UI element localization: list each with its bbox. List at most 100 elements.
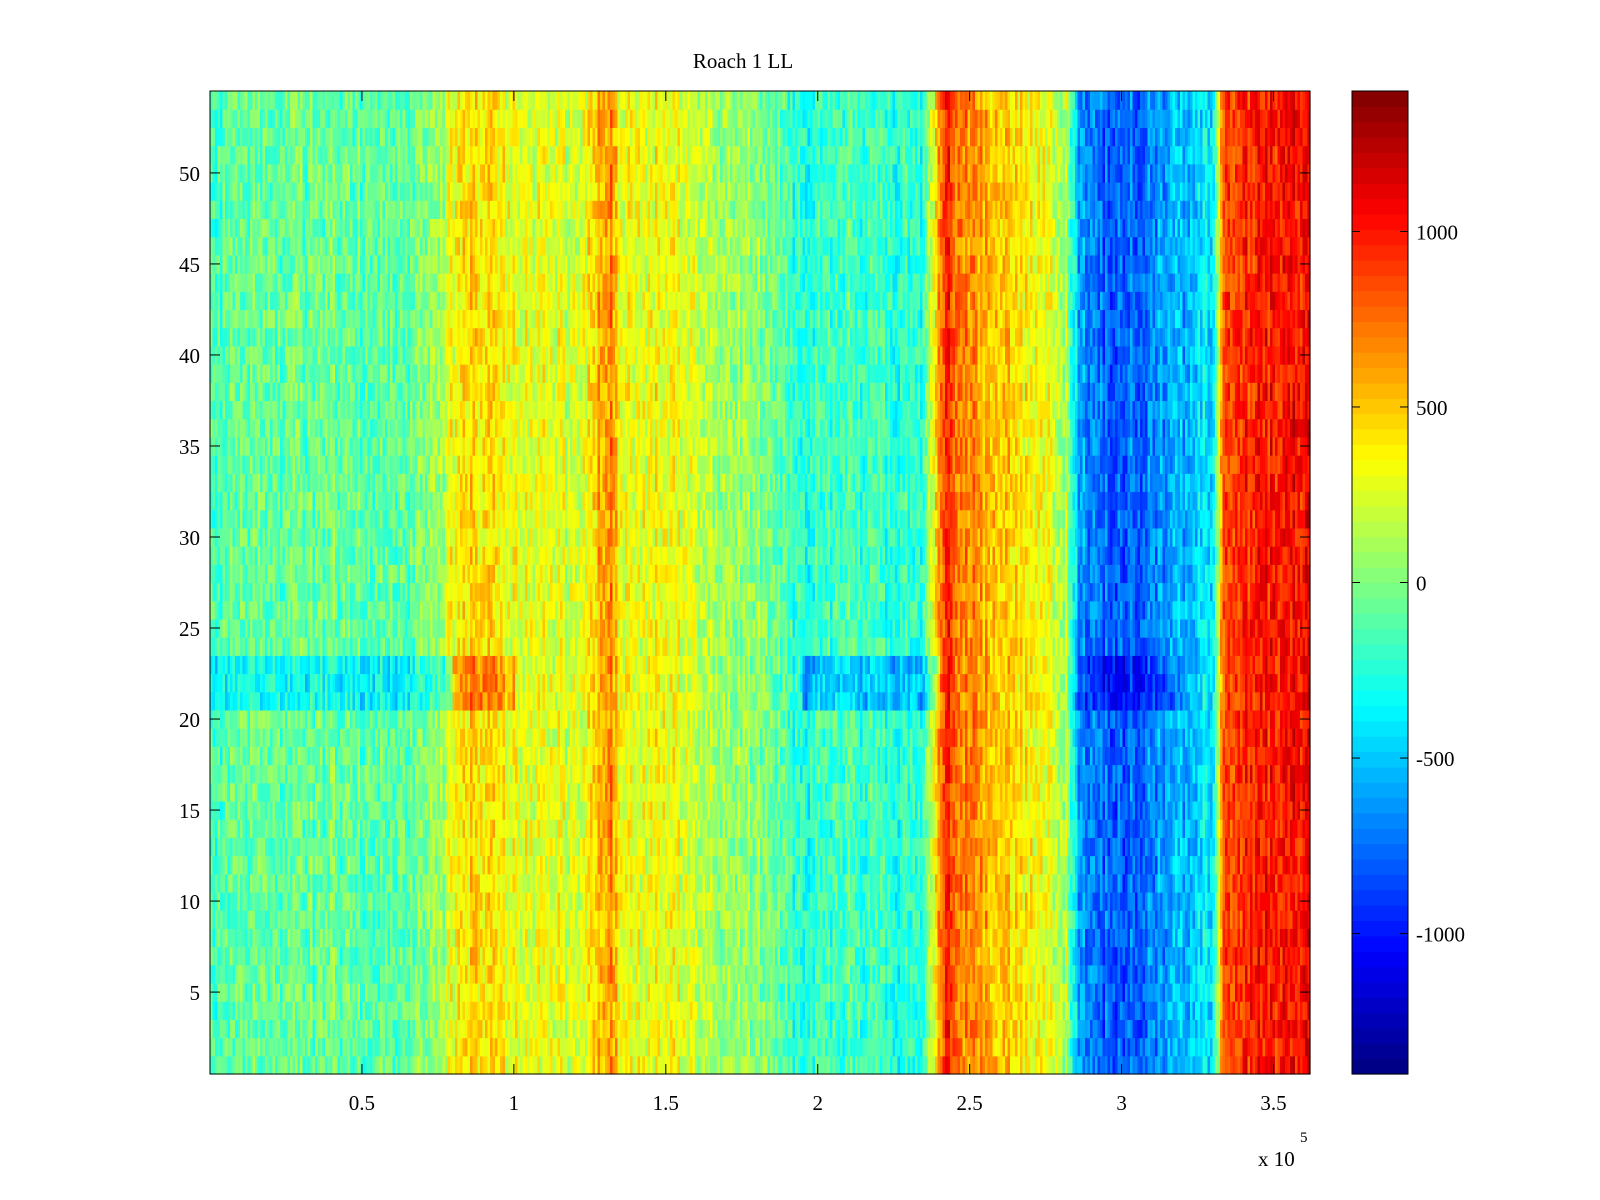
heatmap-cell bbox=[255, 491, 259, 511]
heatmap-cell bbox=[295, 637, 299, 656]
heatmap-cell bbox=[355, 364, 359, 383]
heatmap-cell bbox=[327, 473, 331, 493]
heatmap-cell bbox=[280, 873, 284, 893]
heatmap-cell bbox=[357, 928, 361, 948]
heatmap-cell bbox=[352, 364, 356, 383]
heatmap-cell bbox=[342, 764, 346, 784]
heatmap-cell bbox=[380, 436, 384, 456]
heatmap-cell bbox=[422, 691, 426, 711]
heatmap-cell bbox=[372, 364, 376, 383]
heatmap-cell bbox=[372, 127, 376, 147]
heatmap-cell bbox=[365, 1001, 369, 1020]
heatmap-cell bbox=[327, 509, 331, 529]
heatmap-cell bbox=[320, 673, 324, 693]
heatmap-cell bbox=[375, 1001, 379, 1020]
heatmap-cell bbox=[225, 746, 229, 766]
heatmap-cell bbox=[222, 436, 226, 456]
heatmap-cell bbox=[257, 928, 261, 948]
heatmap-cell bbox=[407, 345, 411, 365]
heatmap-cell bbox=[345, 600, 349, 620]
heatmap-cell bbox=[322, 364, 326, 383]
heatmap-cell bbox=[222, 746, 226, 766]
heatmap-cell bbox=[412, 364, 416, 383]
heatmap-cell bbox=[395, 273, 399, 292]
heatmap-cell bbox=[250, 509, 254, 529]
heatmap-cell bbox=[360, 764, 364, 784]
heatmap-cell bbox=[287, 182, 291, 201]
heatmap-cell bbox=[372, 400, 376, 420]
heatmap-cell bbox=[312, 418, 316, 438]
heatmap-cell bbox=[260, 1001, 264, 1020]
heatmap-cell bbox=[220, 764, 224, 784]
heatmap-cell bbox=[392, 855, 396, 875]
heatmap-cell bbox=[302, 819, 306, 838]
heatmap-cell bbox=[402, 691, 406, 711]
heatmap-cell bbox=[290, 891, 294, 911]
heatmap-cell bbox=[337, 837, 341, 857]
heatmap-cell bbox=[405, 655, 409, 675]
heatmap-cell bbox=[387, 928, 391, 948]
heatmap-cell bbox=[315, 291, 319, 311]
heatmap-cell bbox=[335, 182, 339, 201]
heatmap-cell bbox=[330, 564, 334, 584]
heatmap-cell bbox=[417, 1001, 421, 1020]
heatmap-cell bbox=[210, 928, 214, 948]
heatmap-cell bbox=[297, 782, 301, 802]
heatmap-cell bbox=[327, 673, 331, 693]
heatmap-cell bbox=[285, 509, 289, 529]
heatmap-cell bbox=[252, 182, 256, 201]
heatmap-cell bbox=[422, 910, 426, 929]
heatmap-cell bbox=[260, 746, 264, 766]
heatmap-cell bbox=[297, 236, 301, 256]
heatmap-cell bbox=[280, 200, 284, 220]
heatmap-cell bbox=[210, 728, 214, 747]
heatmap-cell bbox=[290, 910, 294, 929]
heatmap-cell bbox=[275, 800, 279, 820]
heatmap-cell bbox=[425, 819, 429, 838]
heatmap-cell bbox=[422, 873, 426, 893]
heatmap-cell bbox=[232, 728, 236, 747]
heatmap-cell bbox=[377, 436, 381, 456]
heatmap-cell bbox=[425, 946, 429, 966]
heatmap-cell bbox=[337, 891, 341, 911]
heatmap-cell bbox=[257, 837, 261, 857]
heatmap-cell bbox=[215, 691, 219, 711]
heatmap-cell bbox=[317, 618, 321, 638]
heatmap-cell bbox=[325, 109, 329, 128]
heatmap-cell bbox=[287, 1001, 291, 1020]
heatmap-cell bbox=[317, 891, 321, 911]
heatmap-cell bbox=[337, 91, 341, 110]
heatmap-cell bbox=[220, 163, 224, 183]
heatmap-cell bbox=[355, 891, 359, 911]
heatmap-cell bbox=[292, 637, 296, 656]
heatmap-cell bbox=[245, 1001, 249, 1020]
heatmap-cell bbox=[272, 364, 276, 383]
heatmap-cell bbox=[237, 873, 241, 893]
heatmap-cell bbox=[297, 309, 301, 329]
heatmap-cell bbox=[352, 928, 356, 948]
heatmap-cell bbox=[277, 91, 281, 110]
heatmap-cell bbox=[375, 910, 379, 929]
heatmap-cell bbox=[342, 145, 346, 165]
heatmap-cell bbox=[345, 364, 349, 383]
heatmap-cell bbox=[237, 673, 241, 693]
heatmap-cell bbox=[365, 709, 369, 729]
heatmap-cell bbox=[220, 873, 224, 893]
heatmap-cell bbox=[317, 1055, 321, 1075]
heatmap-cell bbox=[417, 200, 421, 220]
heatmap-cell bbox=[267, 473, 271, 493]
heatmap-cell bbox=[277, 327, 281, 347]
heatmap-cell bbox=[247, 1019, 251, 1039]
heatmap-cell bbox=[422, 436, 426, 456]
heatmap-cell bbox=[417, 145, 421, 165]
heatmap-cell bbox=[210, 236, 214, 256]
heatmap-cell bbox=[307, 291, 311, 311]
heatmap-cell bbox=[362, 491, 366, 511]
heatmap-cell bbox=[245, 473, 249, 493]
heatmap-cell bbox=[310, 109, 314, 128]
heatmap-cell bbox=[395, 254, 399, 274]
heatmap-cell bbox=[357, 91, 361, 110]
heatmap-cell bbox=[320, 254, 324, 274]
heatmap-cell bbox=[212, 309, 216, 329]
heatmap-cell bbox=[382, 236, 386, 256]
